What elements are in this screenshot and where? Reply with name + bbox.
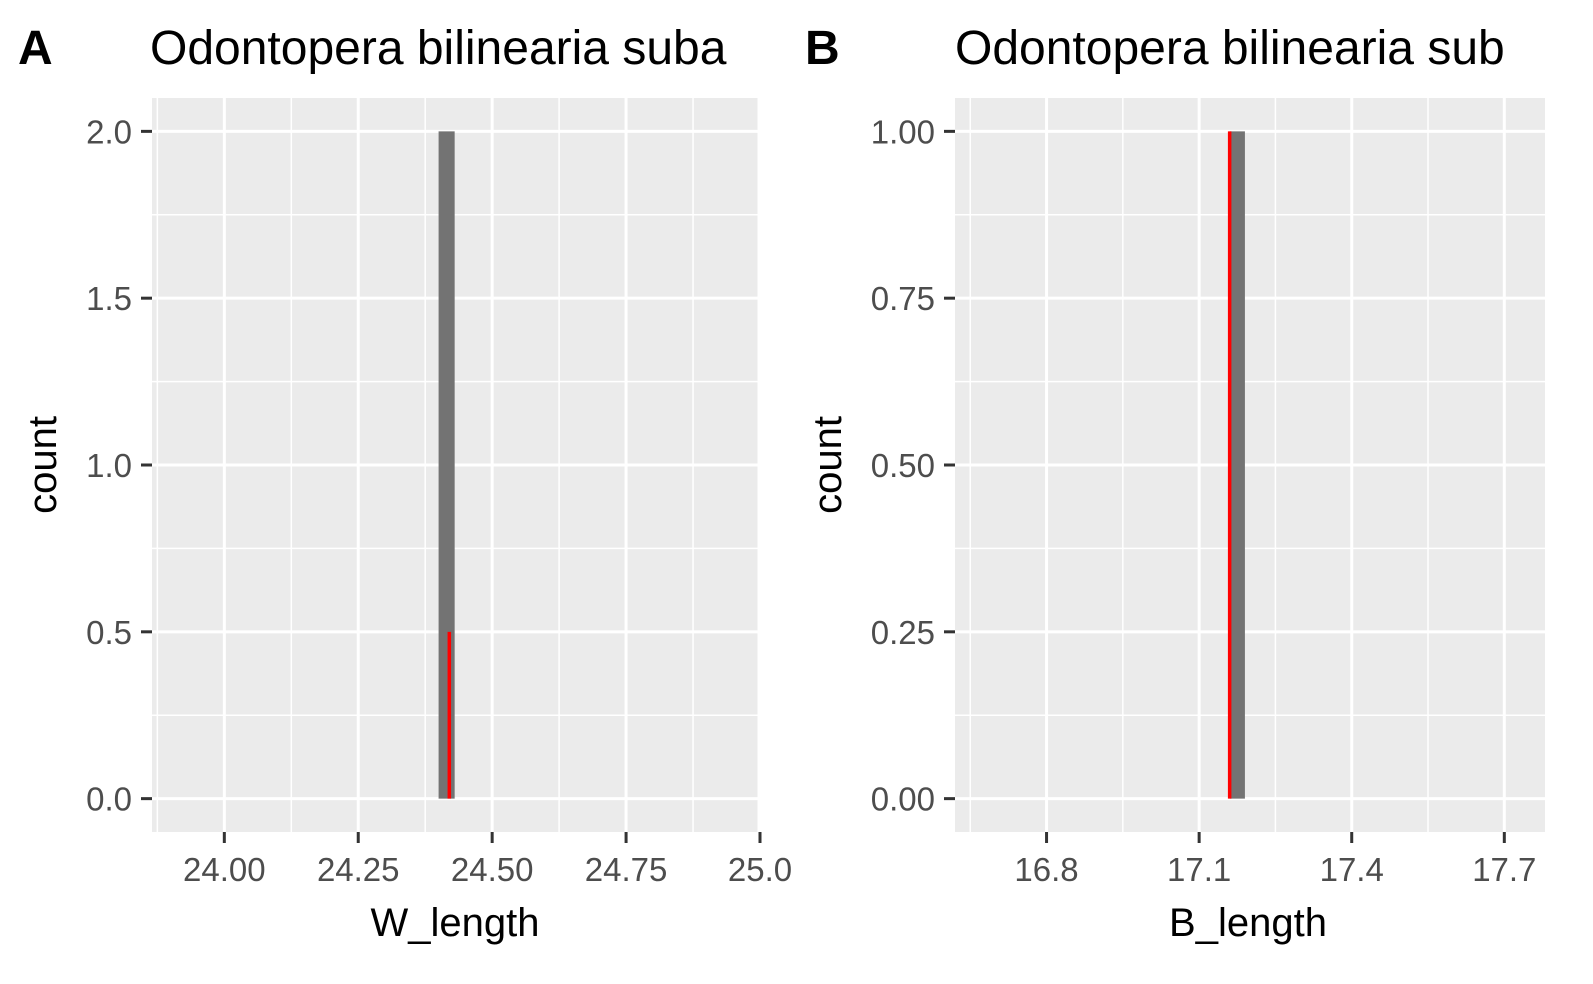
y-tick-label: 0.75	[871, 280, 935, 317]
y-tick-label: 0.0	[86, 781, 132, 818]
panel-b-y-axis-title: count	[806, 416, 850, 514]
y-tick-label: 0.00	[871, 781, 935, 818]
x-tick-label: 24.75	[585, 851, 668, 888]
panel-a-letter: A	[18, 22, 53, 75]
y-tick-label: 1.5	[86, 280, 132, 317]
x-tick-label: 16.8	[1014, 851, 1078, 888]
panel-b: B Odontopera bilinearia sub B_length cou…	[805, 22, 1545, 945]
y-tick-label: 0.50	[871, 447, 935, 484]
panel-a: A Odontopera bilinearia suba W_length co…	[18, 22, 792, 945]
panel-b-title: Odontopera bilinearia sub	[955, 22, 1505, 75]
panel-a-title: Odontopera bilinearia suba	[150, 22, 727, 75]
histogram-bar	[1229, 131, 1245, 799]
y-tick-label: 0.25	[871, 614, 935, 651]
x-tick-label: 24.25	[317, 851, 400, 888]
x-tick-label: 17.4	[1320, 851, 1384, 888]
x-tick-label: 25.0	[728, 851, 792, 888]
x-tick-label: 24.00	[183, 851, 266, 888]
panel-b-letter: B	[805, 22, 840, 75]
x-tick-label: 24.50	[451, 851, 534, 888]
histogram-bar	[438, 131, 455, 799]
x-tick-label: 17.7	[1472, 851, 1536, 888]
y-tick-label: 0.5	[86, 614, 132, 651]
plot-area-a	[152, 98, 761, 832]
y-tick-label: 1.0	[86, 447, 132, 484]
y-tick-label: 1.00	[871, 113, 935, 150]
plot-area-b	[955, 98, 1545, 832]
panel-b-x-axis-title: B_length	[1169, 901, 1327, 945]
x-tick-label: 17.1	[1167, 851, 1231, 888]
y-tick-label: 2.0	[86, 113, 132, 150]
panel-a-y-axis-title: count	[21, 416, 65, 514]
panel-a-x-axis-title: W_length	[371, 901, 540, 945]
